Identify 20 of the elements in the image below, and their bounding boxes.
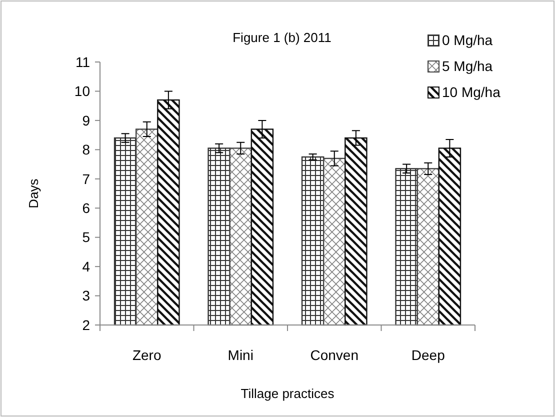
y-tick-label: 4: [82, 258, 90, 274]
y-tick-label: 6: [82, 200, 90, 216]
legend-label: 10 Mg/ha: [442, 84, 501, 100]
x-axis-title: Tillage practices: [240, 386, 335, 401]
y-tick-label: 5: [82, 229, 90, 246]
y-tick-label: 11: [75, 54, 90, 70]
y-tick-label: 2: [82, 316, 90, 333]
y-tick-label: 3: [82, 288, 90, 304]
x-tick-label: Deep: [411, 347, 446, 363]
legend-label: 5 Mg/ha: [442, 58, 493, 74]
legend-label: 0 Mg/ha: [442, 32, 493, 48]
y-tick-label: 9: [82, 112, 90, 128]
y-tick-label: 7: [82, 170, 90, 187]
y-tick-label: 10: [74, 83, 90, 100]
x-tick-label: Mini: [228, 347, 254, 363]
y-tick-label: 8: [82, 142, 90, 158]
x-tick-label: Conven: [310, 347, 359, 363]
x-tick-label: Zero: [132, 347, 162, 363]
chart-title: Figure 1 (b) 2011: [232, 30, 332, 45]
y-axis-title: Days: [26, 178, 41, 208]
